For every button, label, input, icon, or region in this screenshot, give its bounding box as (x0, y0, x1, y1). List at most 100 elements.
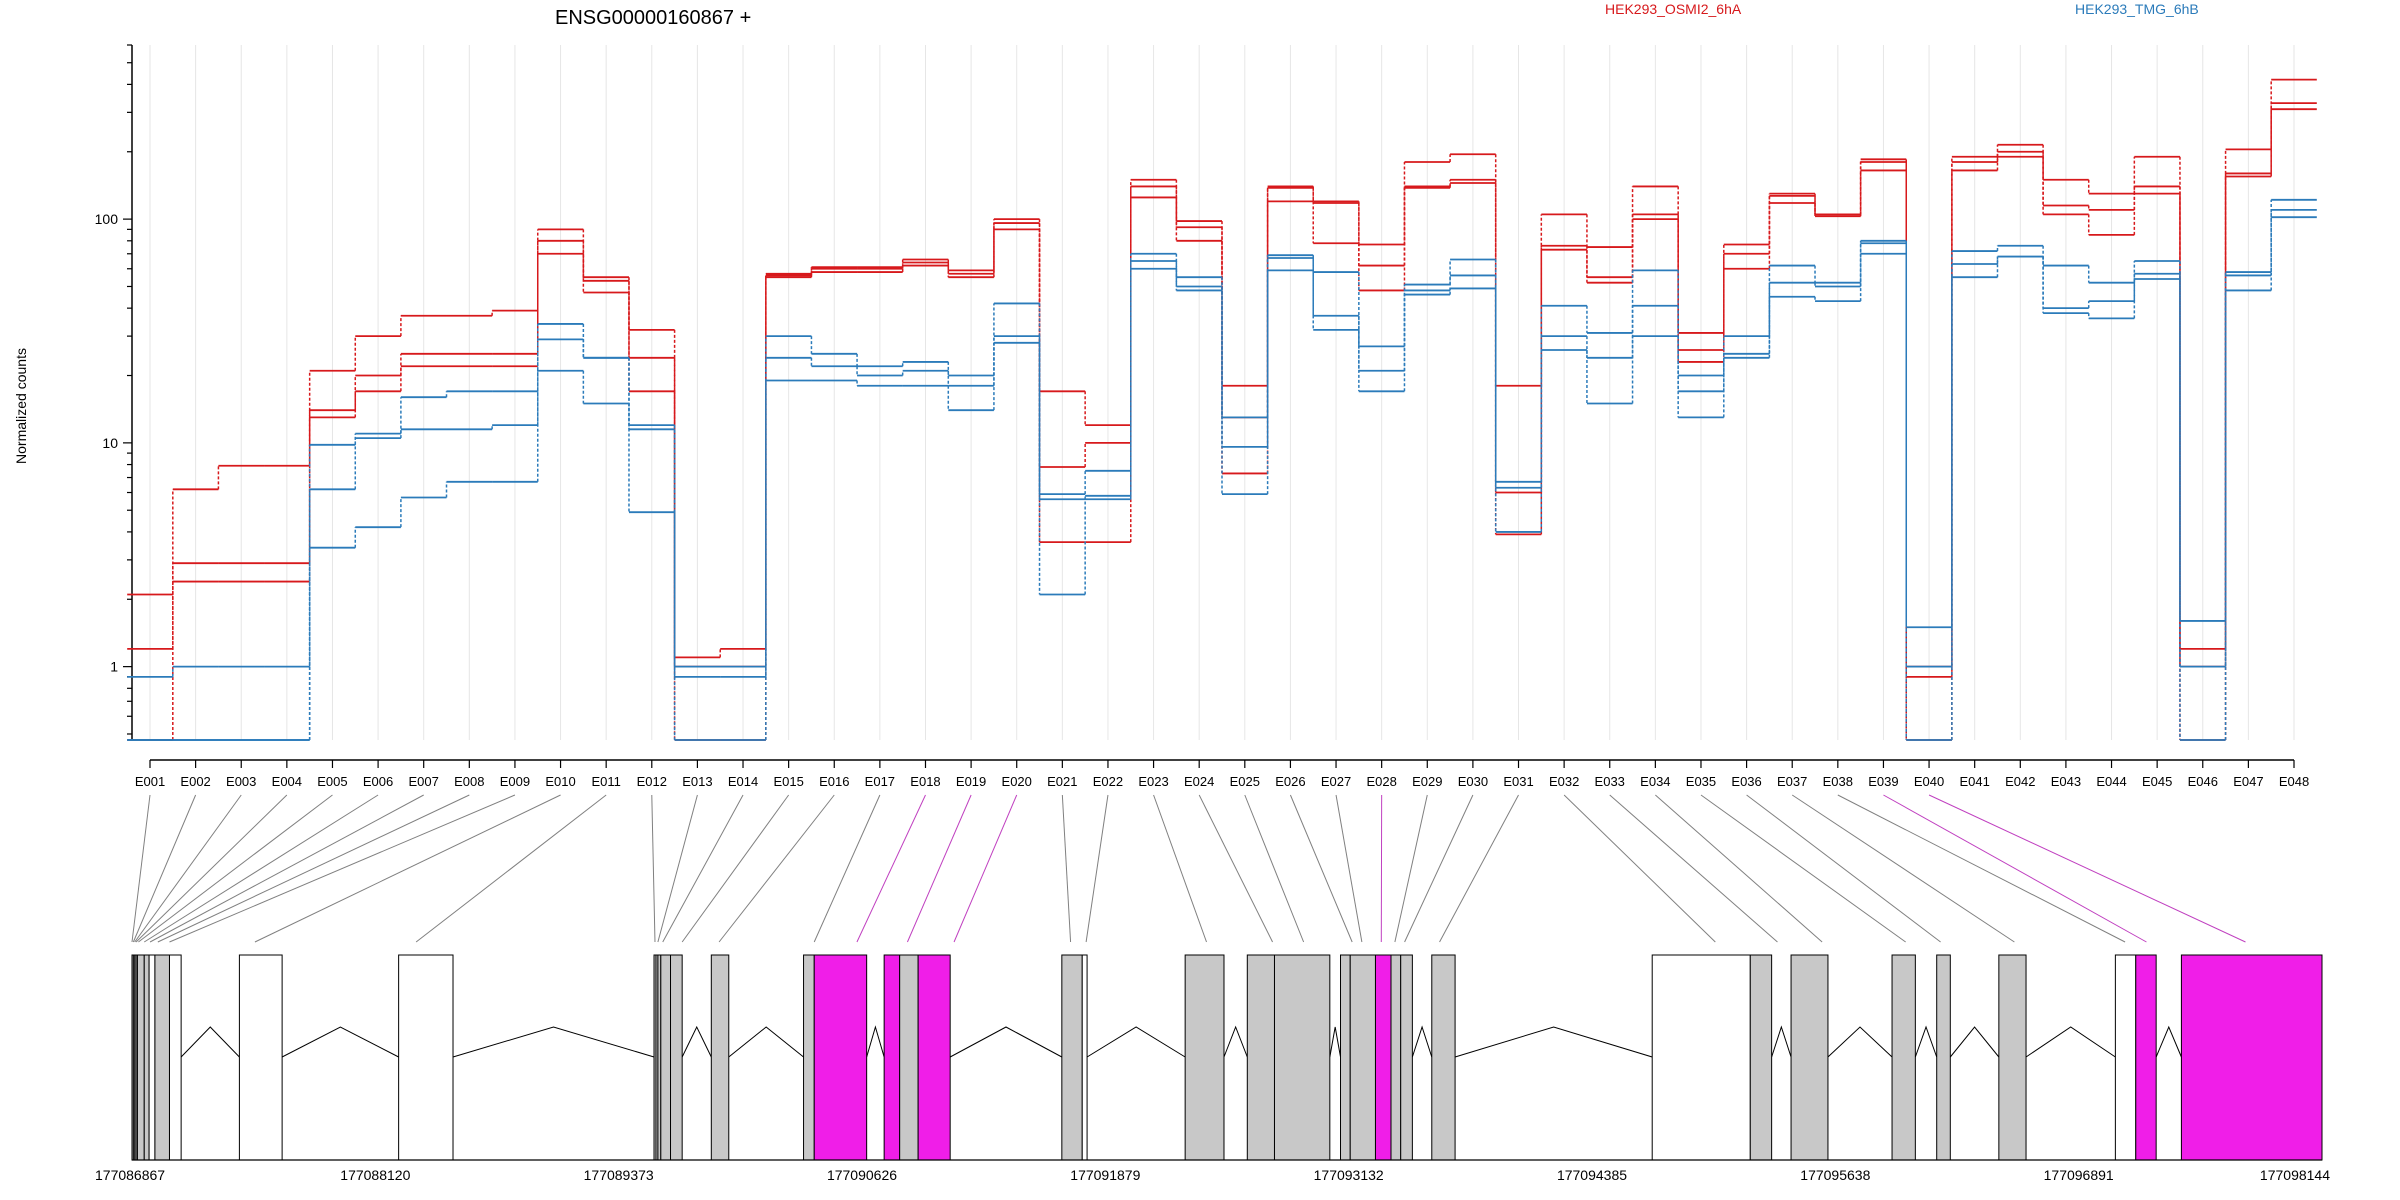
exon-bin-E029 (1349, 954, 1376, 1161)
exon-bin-E034 (1651, 954, 1751, 1161)
x-tick-label: E004 (272, 774, 302, 789)
x-tick-label: E018 (910, 774, 940, 789)
connector-E024 (1198, 794, 1273, 943)
x-tick-label: E003 (226, 774, 256, 789)
intron-line (1771, 1025, 1792, 1058)
series-red-2 (127, 108, 2317, 741)
x-axis: E001 E002 E003 E004 E005 E006 E007 E008 E009 E010… (135, 759, 2309, 789)
series-blue-5 (127, 216, 2317, 741)
connector-E007 (149, 794, 424, 943)
connector-E032 (1563, 794, 1716, 943)
connector-E030 (1404, 794, 1474, 943)
connector-E009 (169, 794, 516, 943)
x-tick-label: E035 (1686, 774, 1716, 789)
x-tick-label: E040 (1914, 774, 1944, 789)
connector-E018 (856, 794, 926, 943)
intron-line (1827, 1026, 1893, 1058)
intron-line (1086, 1026, 1186, 1058)
x-tick-label: E016 (819, 774, 849, 789)
x-tick-label: E037 (1777, 774, 1807, 789)
chart-title: ENSG00000160867 + (555, 7, 751, 29)
x-tick-label: E009 (500, 774, 530, 789)
intron-line (281, 1026, 399, 1058)
connector-E010 (254, 794, 561, 943)
exon-bin-E009 (168, 954, 182, 1161)
x-tick-label: E030 (1458, 774, 1488, 789)
coord-label: 177091879 (1070, 1167, 1140, 1183)
connector-E027 (1335, 794, 1363, 943)
connector-E004 (135, 794, 288, 943)
x-tick-label: E022 (1093, 774, 1123, 789)
exon-bin-E039 (1998, 954, 2027, 1161)
x-tick-label: E020 (1002, 774, 1032, 789)
coord-label: 177094385 (1557, 1167, 1627, 1183)
x-tick-label: E006 (363, 774, 393, 789)
exon-bin-E020 (883, 954, 901, 1161)
connector-E038 (1837, 794, 2126, 943)
intron-line (1411, 1025, 1433, 1058)
exon-bin-E005 (136, 954, 145, 1161)
y-axis: 1 10 100 (95, 44, 133, 740)
intron-line (1949, 1026, 2000, 1058)
exon-bin-E042 (2180, 954, 2323, 1161)
x-tick-label: E021 (1047, 774, 1077, 789)
connector-E022 (1085, 794, 1109, 943)
connector-E005 (138, 794, 333, 943)
x-tick-label: E036 (1731, 774, 1761, 789)
connector-E021 (1061, 794, 1072, 943)
connector-E003 (134, 794, 242, 943)
connector-E001 (131, 794, 151, 943)
exon-bin-E016 (670, 954, 683, 1161)
x-tick-label: E034 (1640, 774, 1670, 789)
connector-E014 (662, 794, 744, 943)
exon-bin-E023 (1061, 954, 1083, 1161)
intron-line (866, 1025, 885, 1058)
exon-bin-E038 (1936, 954, 1951, 1161)
intron-line (949, 1026, 1063, 1058)
x-tick-label: E028 (1366, 774, 1396, 789)
connector-E020 (953, 794, 1018, 943)
x-tick-label: E033 (1595, 774, 1625, 789)
intron-line (452, 1026, 655, 1058)
intron-line (2025, 1026, 2116, 1058)
series-lines (127, 78, 2317, 741)
connector-E012 (651, 794, 656, 943)
coord-label: 177090626 (827, 1167, 897, 1183)
exon-bin-E018 (803, 954, 815, 1161)
vertical-gridlines (149, 45, 2295, 740)
exon-bin-E025 (1184, 954, 1225, 1161)
coord-label: 177088120 (340, 1167, 410, 1183)
y-tick-label: 1 (110, 659, 118, 675)
exon-bin-E022 (917, 954, 951, 1161)
exon-bin-E028 (1340, 954, 1351, 1161)
x-tick-label: E019 (956, 774, 986, 789)
legend-label-tmg: HEK293_TMG_6hB (2075, 1, 2199, 17)
connector-E029 (1394, 794, 1428, 943)
connector-E015 (681, 794, 790, 943)
coord-label: 177089373 (584, 1167, 654, 1183)
x-tick-label: E011 (591, 774, 620, 789)
x-tick-label: E017 (865, 774, 895, 789)
x-tick-label: E025 (1230, 774, 1260, 789)
connector-E035 (1700, 794, 1906, 943)
exon-bin-E008 (154, 954, 170, 1161)
legend-label-osmi2: HEK293_OSMI2_6hA (1605, 1, 1742, 17)
connector-E011 (415, 794, 607, 943)
exon-bin-E027 (1273, 954, 1331, 1161)
connector-E006 (143, 794, 379, 943)
connector-E016 (718, 794, 835, 943)
connector-E034 (1655, 794, 1823, 943)
gene-model (131, 954, 2323, 1161)
exon-bin-E011 (398, 954, 454, 1161)
intron-line (180, 1026, 240, 1058)
x-tick-label: E031 (1503, 774, 1533, 789)
connector-E026 (1289, 794, 1353, 943)
x-tick-label: E005 (317, 774, 347, 789)
connector-E039 (1883, 794, 2147, 943)
intron-line (2155, 1025, 2182, 1058)
x-tick-label: E001 (135, 774, 165, 789)
genomic-coordinate-axis: 177086867 177088120 177089373 177090626 1770… (95, 1159, 2330, 1183)
x-tick-label: E043 (2051, 774, 2081, 789)
x-tick-label: E023 (1138, 774, 1168, 789)
intron-line (1454, 1026, 1653, 1058)
